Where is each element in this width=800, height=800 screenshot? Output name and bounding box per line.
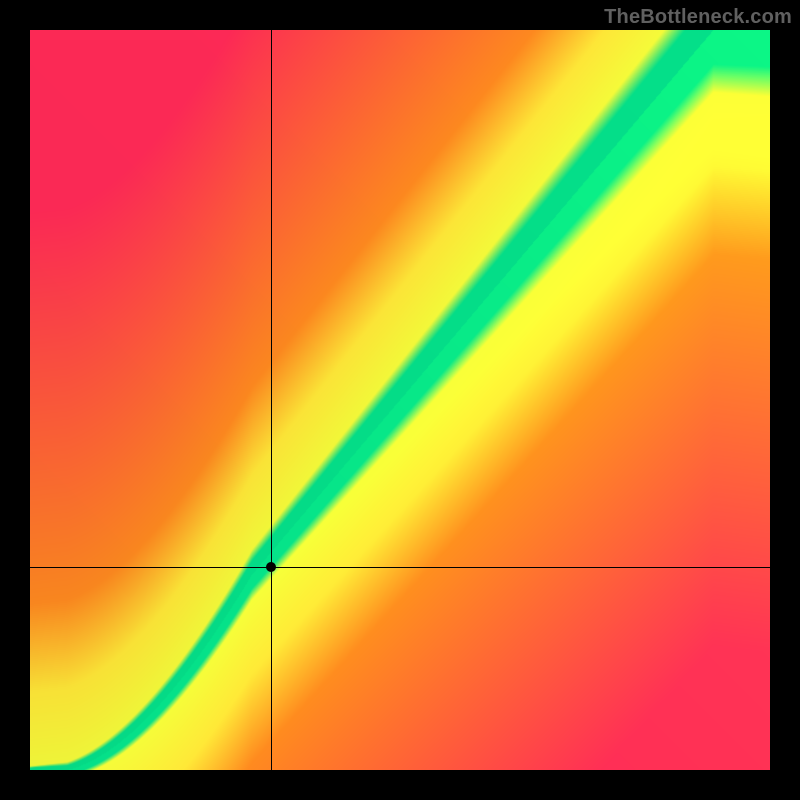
plot-area xyxy=(30,30,770,770)
bottleneck-heatmap xyxy=(30,30,770,770)
chart-frame: TheBottleneck.com xyxy=(0,0,800,800)
crosshair-vertical xyxy=(271,30,272,770)
watermark-label: TheBottleneck.com xyxy=(604,6,792,29)
selection-marker[interactable] xyxy=(266,562,276,572)
crosshair-horizontal xyxy=(30,567,770,568)
